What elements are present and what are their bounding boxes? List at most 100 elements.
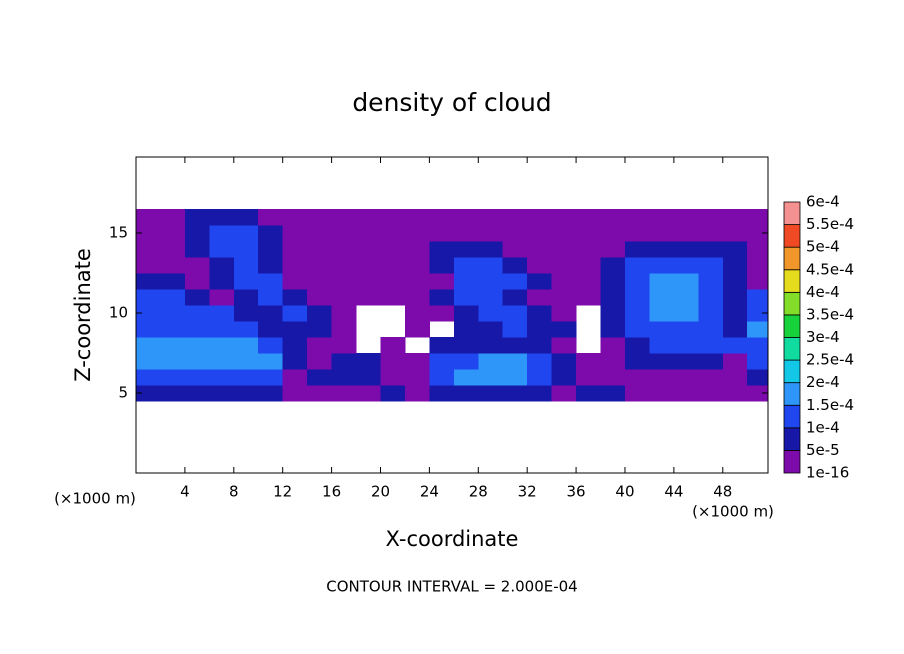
colorbar-label: 4e-4 <box>806 283 840 301</box>
contour-cell <box>649 337 675 354</box>
contour-cell <box>307 385 333 402</box>
contour-cell <box>136 353 161 370</box>
contour-cell <box>600 273 626 290</box>
contour-cell <box>307 305 333 322</box>
contour-cell <box>600 353 626 370</box>
contour-cell <box>551 225 577 242</box>
x-tick-label: 12 <box>273 483 292 501</box>
contour-cell <box>649 369 675 386</box>
contour-cell <box>698 321 724 338</box>
contour-cell <box>600 289 626 306</box>
contour-cell <box>453 225 479 242</box>
contour-cell <box>233 257 259 274</box>
contour-cell <box>282 369 308 386</box>
contour-cell <box>502 353 528 370</box>
contour-cell <box>649 321 675 338</box>
colorbar-box <box>783 337 801 361</box>
contour-cell <box>722 305 748 322</box>
contour-cell <box>160 353 186 370</box>
contour-cell <box>747 337 768 354</box>
contour-cell <box>282 241 308 258</box>
contour-cell <box>453 289 479 306</box>
contour-cell <box>282 353 308 370</box>
contour-cell <box>478 305 504 322</box>
y-axis-label: Z-coordinate <box>71 248 95 382</box>
contour-cell <box>624 209 650 226</box>
contour-cell <box>527 385 553 402</box>
contour-cell <box>453 337 479 354</box>
colorbar-box <box>783 359 801 384</box>
contour-cell <box>624 289 650 306</box>
colorbar-box <box>783 382 801 406</box>
contour-cell <box>307 225 333 242</box>
contour-cell <box>233 273 259 290</box>
colorbar-label: 2.5e-4 <box>806 351 854 369</box>
x-tick-label: 4 <box>180 483 190 501</box>
contour-cell <box>502 321 528 338</box>
contour-cell <box>209 257 235 274</box>
x-tick-label: 20 <box>371 483 390 501</box>
contour-cell <box>551 337 577 354</box>
contour-cell <box>184 337 210 354</box>
contour-cell <box>624 305 650 322</box>
contour-cell <box>184 225 210 242</box>
x-tick-label: 44 <box>664 483 683 501</box>
contour-cell <box>429 385 455 402</box>
contour-cell <box>673 305 699 322</box>
contour-cell <box>404 257 430 274</box>
x-tick-label: 8 <box>229 483 239 501</box>
contour-cell <box>527 321 553 338</box>
contour-cell <box>356 369 381 386</box>
contour-cell <box>698 241 724 258</box>
contour-cell <box>429 257 455 274</box>
colorbar-box <box>783 314 801 338</box>
contour-cell <box>527 305 553 322</box>
contour-cell <box>747 257 768 274</box>
contour-cell <box>600 385 626 402</box>
contour-cell <box>576 225 602 242</box>
contour-cell <box>160 209 186 226</box>
contour-cell <box>673 225 699 242</box>
contour-cell <box>258 289 284 306</box>
contour-cell <box>209 369 235 386</box>
contour-cell <box>404 225 430 242</box>
contour-cell <box>282 225 308 242</box>
colorbar-box <box>783 291 801 316</box>
contour-cell <box>258 305 284 322</box>
x-axis-label: X-coordinate <box>386 527 519 551</box>
colorbar-label: 1.5e-4 <box>806 396 854 414</box>
contour-cell <box>478 353 504 370</box>
contour-cell <box>747 305 768 322</box>
contour-cell <box>722 289 748 306</box>
contour-cell <box>576 257 602 274</box>
contour-cell <box>478 385 504 402</box>
colorbar-box <box>783 269 801 293</box>
contour-cell <box>527 209 553 226</box>
contour-cell <box>331 305 357 322</box>
contour-cell <box>551 369 577 386</box>
contour-cell <box>722 257 748 274</box>
annotation: CONTOUR INTERVAL = 2.000E-04 <box>326 578 577 596</box>
contour-cell <box>747 369 768 386</box>
contour-cell <box>282 385 308 402</box>
contour-cell <box>136 241 161 258</box>
contour-cell <box>380 273 406 290</box>
contour-cell <box>698 337 724 354</box>
contour-cell <box>453 321 479 338</box>
contour-cell <box>380 209 406 226</box>
contour-cell <box>624 257 650 274</box>
contour-cell <box>527 353 553 370</box>
contour-cell <box>673 273 699 290</box>
contour-cell <box>209 353 235 370</box>
contour-cell <box>160 369 186 386</box>
contour-cell <box>649 353 675 370</box>
contour-cell <box>747 385 768 402</box>
contour-cell <box>380 289 406 306</box>
x-unit-label: (×1000 m) <box>692 503 774 521</box>
colorbar-label: 6e-4 <box>806 193 840 211</box>
contour-cell <box>649 273 675 290</box>
y-tick-label: 5 <box>118 384 128 402</box>
contour-cell <box>307 369 333 386</box>
contour-cell <box>160 305 186 322</box>
contour-cell <box>136 305 161 322</box>
